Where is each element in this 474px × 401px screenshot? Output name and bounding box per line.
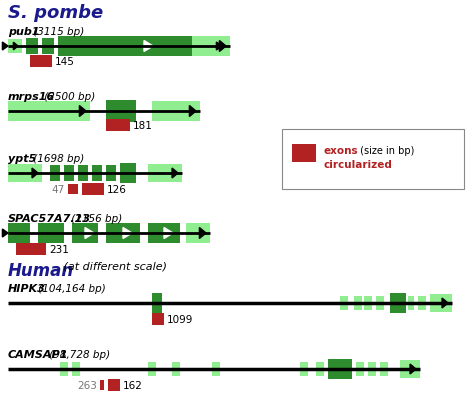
FancyBboxPatch shape: [152, 293, 162, 313]
FancyBboxPatch shape: [376, 296, 384, 310]
FancyBboxPatch shape: [42, 39, 54, 55]
FancyBboxPatch shape: [106, 223, 140, 243]
Text: (2156 bp): (2156 bp): [69, 213, 123, 223]
Text: mrps16: mrps16: [8, 92, 55, 102]
Text: 263: 263: [77, 380, 97, 390]
Polygon shape: [85, 228, 94, 239]
FancyBboxPatch shape: [106, 120, 130, 132]
Text: 231: 231: [49, 244, 69, 254]
Polygon shape: [200, 228, 206, 239]
Text: S. pombe: S. pombe: [8, 4, 103, 22]
FancyBboxPatch shape: [212, 362, 220, 376]
Polygon shape: [217, 43, 222, 51]
FancyBboxPatch shape: [30, 56, 52, 68]
FancyBboxPatch shape: [418, 296, 426, 310]
Text: (3115 bp): (3115 bp): [30, 27, 84, 37]
Text: (98,728 bp): (98,728 bp): [46, 349, 110, 359]
Polygon shape: [2, 43, 8, 51]
FancyBboxPatch shape: [364, 296, 372, 310]
Polygon shape: [123, 228, 132, 239]
FancyBboxPatch shape: [430, 294, 452, 312]
Text: (size in bp): (size in bp): [357, 146, 414, 156]
Text: 47: 47: [52, 184, 65, 194]
Polygon shape: [2, 229, 8, 237]
FancyBboxPatch shape: [64, 166, 74, 182]
FancyBboxPatch shape: [172, 362, 180, 376]
FancyBboxPatch shape: [92, 166, 102, 182]
Polygon shape: [219, 41, 226, 53]
Text: 162: 162: [123, 380, 143, 390]
FancyBboxPatch shape: [148, 362, 156, 376]
FancyBboxPatch shape: [354, 296, 362, 310]
FancyBboxPatch shape: [72, 362, 80, 376]
FancyBboxPatch shape: [120, 164, 136, 184]
Text: (104,164 bp): (104,164 bp): [36, 283, 106, 293]
FancyBboxPatch shape: [26, 39, 38, 55]
FancyBboxPatch shape: [328, 359, 352, 379]
FancyBboxPatch shape: [68, 184, 78, 194]
FancyBboxPatch shape: [152, 313, 164, 325]
Polygon shape: [172, 169, 178, 178]
FancyBboxPatch shape: [106, 166, 116, 182]
FancyBboxPatch shape: [148, 223, 180, 243]
Polygon shape: [144, 41, 153, 53]
Text: 1099: 1099: [167, 314, 193, 324]
Text: Human: Human: [8, 261, 74, 279]
FancyBboxPatch shape: [8, 102, 90, 122]
Text: ypt5: ypt5: [8, 154, 36, 164]
FancyBboxPatch shape: [108, 379, 120, 391]
Polygon shape: [442, 298, 448, 308]
Polygon shape: [190, 106, 196, 117]
FancyBboxPatch shape: [390, 293, 406, 313]
Text: (1698 bp): (1698 bp): [30, 154, 84, 164]
Text: exons: exons: [324, 146, 359, 156]
Polygon shape: [32, 169, 38, 178]
Text: 126: 126: [107, 184, 127, 194]
FancyBboxPatch shape: [186, 223, 210, 243]
FancyBboxPatch shape: [100, 380, 104, 390]
Polygon shape: [410, 364, 416, 374]
FancyBboxPatch shape: [316, 362, 324, 376]
FancyBboxPatch shape: [148, 164, 182, 182]
Text: HIPK3: HIPK3: [8, 283, 46, 293]
FancyBboxPatch shape: [408, 296, 414, 310]
FancyBboxPatch shape: [106, 101, 136, 123]
Polygon shape: [80, 106, 86, 117]
FancyBboxPatch shape: [58, 37, 230, 57]
FancyBboxPatch shape: [38, 223, 64, 243]
FancyBboxPatch shape: [8, 40, 22, 54]
FancyBboxPatch shape: [78, 166, 88, 182]
FancyBboxPatch shape: [82, 184, 104, 196]
FancyBboxPatch shape: [50, 166, 60, 182]
Text: SPAC57A7.13: SPAC57A7.13: [8, 213, 91, 223]
FancyBboxPatch shape: [152, 102, 200, 122]
FancyBboxPatch shape: [282, 130, 464, 190]
Text: 145: 145: [55, 57, 75, 67]
Text: (at different scale): (at different scale): [60, 261, 167, 271]
FancyBboxPatch shape: [380, 362, 388, 376]
Text: 181: 181: [133, 121, 153, 131]
FancyBboxPatch shape: [356, 362, 364, 376]
FancyBboxPatch shape: [8, 223, 30, 243]
FancyBboxPatch shape: [340, 296, 348, 310]
FancyBboxPatch shape: [400, 360, 420, 378]
Text: pub1: pub1: [8, 27, 40, 37]
Polygon shape: [13, 43, 18, 51]
FancyBboxPatch shape: [8, 164, 42, 182]
FancyBboxPatch shape: [60, 362, 68, 376]
Text: (2500 bp): (2500 bp): [41, 92, 95, 102]
Text: CAMSAP1: CAMSAP1: [8, 349, 68, 359]
FancyBboxPatch shape: [300, 362, 308, 376]
Text: circularized: circularized: [324, 160, 393, 170]
FancyBboxPatch shape: [192, 37, 230, 57]
FancyBboxPatch shape: [72, 223, 98, 243]
FancyBboxPatch shape: [16, 243, 46, 255]
FancyBboxPatch shape: [292, 145, 316, 162]
FancyBboxPatch shape: [368, 362, 376, 376]
Polygon shape: [164, 228, 173, 239]
